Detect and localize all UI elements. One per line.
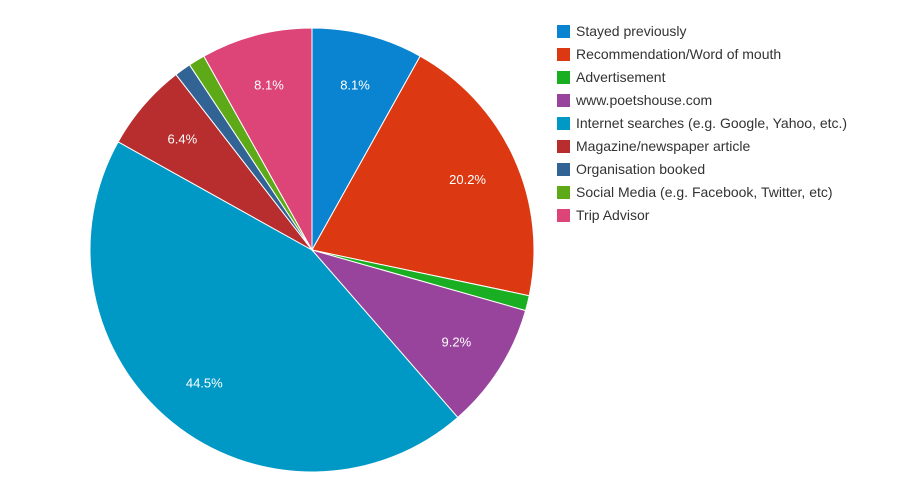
legend-item: Recommendation/Word of mouth	[557, 46, 887, 63]
legend-label: www.poetshouse.com	[576, 92, 713, 108]
legend-swatch	[557, 209, 570, 222]
pie-slice-0	[311, 27, 421, 252]
legend-item: Magazine/newspaper article	[557, 138, 887, 155]
legend-swatch	[557, 48, 570, 61]
pie-slice-8	[203, 27, 313, 252]
legend-label: Trip Advisor	[576, 207, 650, 223]
legend-label: Organisation booked	[576, 161, 706, 177]
slice-data-label-1: 20.2%	[449, 172, 486, 187]
legend-item: Social Media (e.g. Facebook, Twitter, et…	[557, 184, 887, 201]
slice-data-label-0: 8.1%	[340, 78, 370, 93]
legend-swatch	[557, 25, 570, 38]
legend-label: Magazine/newspaper article	[576, 138, 751, 154]
legend-item: Trip Advisor	[557, 207, 887, 224]
legend-swatch	[557, 71, 570, 84]
legend-swatch	[557, 186, 570, 199]
legend-swatch	[557, 140, 570, 153]
legend-item: Advertisement	[557, 69, 887, 86]
legend-swatch	[557, 94, 570, 107]
pie-slice-4	[89, 141, 459, 473]
legend-label: Internet searches (e.g. Google, Yahoo, e…	[576, 115, 848, 131]
legend-label: Social Media (e.g. Facebook, Twitter, et…	[576, 184, 833, 200]
legend-label: Stayed previously	[576, 23, 687, 39]
slice-data-label-3: 9.2%	[442, 335, 472, 350]
legend-item: Internet searches (e.g. Google, Yahoo, e…	[557, 115, 887, 132]
legend-label: Advertisement	[576, 69, 666, 85]
legend-swatch	[557, 117, 570, 130]
pie-slice-1	[311, 55, 535, 297]
legend-item: Stayed previously	[557, 23, 887, 40]
legend-item: Organisation booked	[557, 161, 887, 178]
legend-swatch	[557, 163, 570, 176]
legend-label: Recommendation/Word of mouth	[576, 46, 782, 62]
slice-data-label-5: 6.4%	[168, 132, 198, 147]
legend: Stayed previously Recommendation/Word of …	[557, 23, 887, 230]
slice-data-label-8: 8.1%	[254, 78, 284, 93]
pie-slice-3	[310, 249, 527, 419]
slice-data-label-4: 44.5%	[186, 376, 223, 391]
legend-item: www.poetshouse.com	[557, 92, 887, 109]
